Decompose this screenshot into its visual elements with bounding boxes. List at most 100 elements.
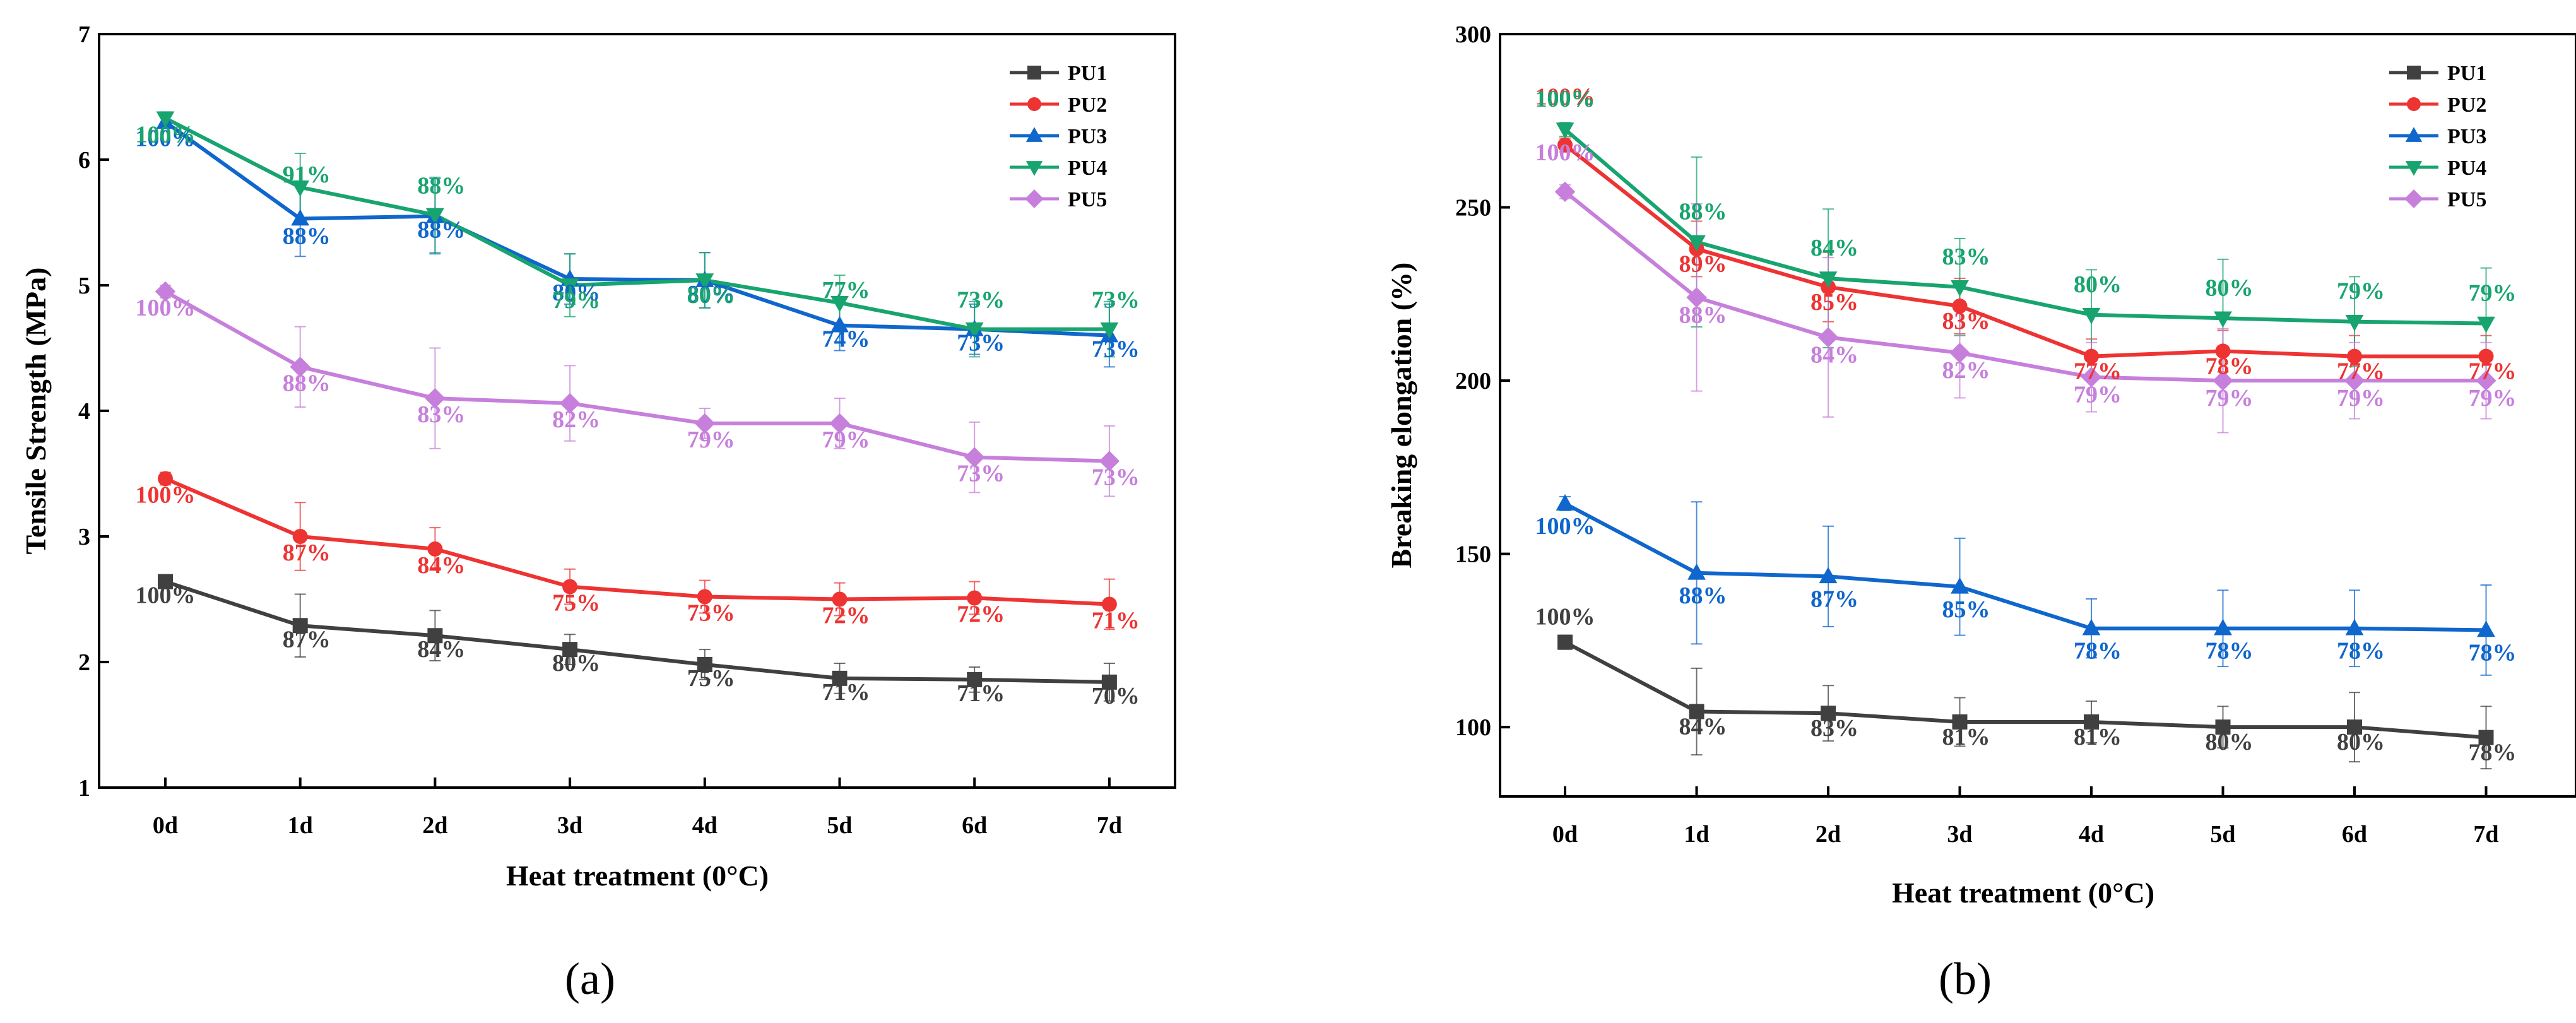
y-axis-label: Breaking elongation (%) bbox=[1385, 263, 1417, 569]
pu2-point bbox=[292, 529, 308, 544]
pu3-line bbox=[1564, 502, 2486, 632]
x-axis-label: Heat treatment (0°C) bbox=[506, 860, 769, 892]
y-tick-label: 2 bbox=[78, 649, 90, 676]
y-tick-label: 6 bbox=[78, 147, 90, 174]
pu4-line bbox=[164, 116, 1109, 331]
pu2-retention-label: 77% bbox=[2469, 358, 2517, 385]
pu3-point bbox=[830, 316, 849, 333]
pu5-retention-label: 100% bbox=[136, 295, 196, 321]
x-tick-label: 4d bbox=[2079, 821, 2104, 848]
pu4-point bbox=[965, 322, 984, 339]
pu4-point bbox=[2345, 314, 2364, 331]
x-tick-label: 5d bbox=[827, 812, 852, 839]
pu1-retention-label: 80% bbox=[2337, 729, 2385, 755]
pu5-point bbox=[2476, 370, 2496, 391]
pu5-retention-label: 79% bbox=[2469, 385, 2517, 411]
pu2-point bbox=[967, 590, 983, 606]
pu5-point bbox=[2081, 367, 2102, 387]
pu2-retention-label: 89% bbox=[1679, 251, 1727, 277]
y-tick-label: 7 bbox=[78, 21, 90, 48]
pu5-retention-label: 79% bbox=[822, 427, 870, 453]
pu3-legend-label: PU3 bbox=[1068, 125, 1107, 148]
pu1-legend-label: PU1 bbox=[2447, 62, 2486, 85]
x-tick-label: 7d bbox=[2473, 821, 2498, 848]
pu5-point bbox=[694, 413, 715, 434]
pu4-point bbox=[1100, 322, 1119, 339]
y-tick-label: 200 bbox=[1455, 368, 1491, 394]
pu1-point bbox=[1557, 634, 1573, 650]
pu4-retention-label: 88% bbox=[1679, 198, 1727, 225]
pu2-point bbox=[1952, 299, 1968, 314]
pu5-retention-label: 79% bbox=[687, 427, 735, 453]
pu2-point bbox=[697, 589, 712, 605]
pu4-retention-label: 88% bbox=[417, 173, 465, 199]
pu2-legend-label: PU2 bbox=[1068, 93, 1107, 117]
pu5-line bbox=[164, 290, 1109, 463]
pu5-retention-label: 82% bbox=[552, 406, 600, 433]
pu1-point bbox=[832, 670, 848, 686]
retention-labels: 100% 84% 83% 81% 81% 80% 80% 78% 100% 89% 85% 83% 77… bbox=[1535, 84, 2517, 766]
pu4-point bbox=[560, 278, 579, 295]
pu2-point bbox=[427, 541, 443, 557]
pu5-point bbox=[1099, 451, 1120, 471]
pu1-retention-label: 80% bbox=[552, 650, 600, 677]
pu5-retention-label: 100% bbox=[1535, 139, 1595, 166]
pu3-retention-label: 100% bbox=[1535, 513, 1595, 540]
x-tick-label: 3d bbox=[557, 812, 582, 839]
pu5-legend-marker bbox=[1025, 189, 1044, 208]
pu2-point bbox=[832, 591, 848, 607]
pu4-retention-label: 79% bbox=[552, 287, 600, 314]
pu5-point bbox=[1686, 287, 1707, 308]
x-tick-label: 3d bbox=[1947, 821, 1972, 848]
pu5-retention-label: 82% bbox=[1942, 357, 1990, 384]
pu5-point bbox=[1554, 181, 1576, 203]
x-tick-label: 0d bbox=[153, 812, 178, 839]
pu3-retention-label: 87% bbox=[1811, 586, 1858, 612]
pu3-retention-label: 80% bbox=[552, 280, 600, 306]
pu4-retention-label: 77% bbox=[822, 277, 870, 304]
pu4-point bbox=[695, 273, 714, 290]
pu1-point bbox=[158, 574, 173, 589]
series-lines bbox=[164, 116, 1110, 684]
x-axis-ticks: 0d 1d 2d 3d 4d 5d 6d 7d bbox=[153, 778, 1122, 839]
pu3-point bbox=[2477, 620, 2495, 637]
pu5-point bbox=[2213, 370, 2233, 391]
x-tick-label: 2d bbox=[1816, 821, 1841, 848]
y-tick-label: 4 bbox=[78, 398, 90, 425]
pu4-point bbox=[2214, 311, 2232, 328]
pu5-retention-label: 73% bbox=[1092, 464, 1140, 491]
y-tick-label: 100 bbox=[1455, 714, 1491, 741]
pu3-retention-label: 78% bbox=[2206, 638, 2254, 665]
pu5-point bbox=[425, 387, 446, 409]
pu3-point bbox=[2082, 618, 2101, 636]
pu1-retention-label: 87% bbox=[283, 626, 331, 653]
pu3-retention-label: 73% bbox=[1092, 336, 1140, 363]
pu4-point bbox=[426, 208, 444, 225]
pu3-retention-label: 100% bbox=[136, 125, 196, 151]
x-axis-label: Heat treatment (0°C) bbox=[1892, 877, 2154, 909]
pu4-legend-marker bbox=[2405, 161, 2423, 176]
pu2-legend-marker bbox=[1027, 97, 1041, 111]
pu4-retention-label: 100% bbox=[1535, 86, 1595, 112]
pu3-point bbox=[291, 209, 310, 226]
pu1-retention-label: 80% bbox=[2206, 729, 2254, 755]
pu3-retention-label: 88% bbox=[283, 223, 331, 250]
pu1-point bbox=[1952, 714, 1968, 730]
pu1-retention-label: 100% bbox=[136, 582, 196, 609]
pu4-legend-label: PU4 bbox=[1068, 157, 1107, 180]
pu1-retention-label: 83% bbox=[1811, 715, 1858, 742]
pu3-point bbox=[1819, 567, 1838, 584]
pu4-point bbox=[830, 296, 849, 312]
x-tick-label: 1d bbox=[1684, 821, 1709, 848]
pu4-retention-label: 91% bbox=[283, 162, 331, 188]
pu1-retention-label: 78% bbox=[2469, 740, 2517, 766]
y-tick-label: 250 bbox=[1455, 195, 1491, 222]
pu2-retention-label: 100% bbox=[136, 482, 196, 508]
series-markers bbox=[155, 111, 1120, 690]
pu2-point bbox=[2215, 343, 2231, 359]
pu4-retention-label: 73% bbox=[957, 287, 1005, 314]
pu4-point bbox=[2082, 307, 2101, 324]
x-tick-label: 1d bbox=[288, 812, 313, 839]
pu4-legend-label: PU4 bbox=[2447, 157, 2486, 180]
pu5-point bbox=[559, 393, 581, 414]
